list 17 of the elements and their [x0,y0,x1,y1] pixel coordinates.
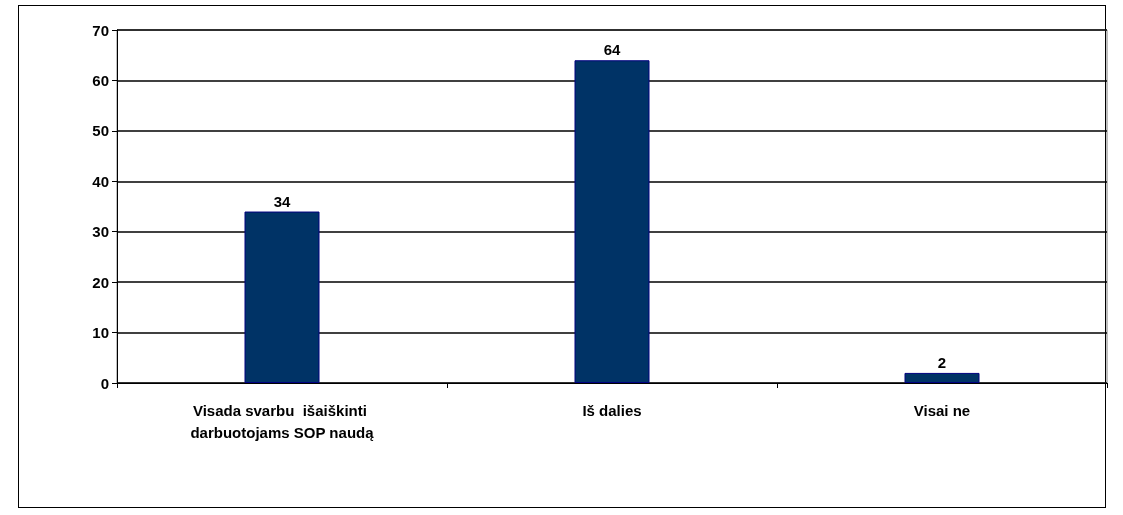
x-tick-label: Iš dalies [582,401,642,419]
data-label: 34 [273,192,291,210]
y-tick-label: 60 [92,71,109,89]
bar [244,211,320,383]
y-tick-label: 30 [92,223,109,241]
y-tick-label: 70 [92,21,109,39]
bar [904,372,980,383]
x-tick-label: Visada svarbu išaiškinti darbuotojams SOP naudą [190,401,375,441]
y-tick-label: 0 [100,374,109,392]
y-tick-label: 40 [92,172,109,190]
bar [574,60,650,383]
data-label: 64 [603,41,621,59]
data-label: 2 [937,353,947,371]
x-tick-label: Visai ne [913,401,971,419]
y-tick-label: 20 [92,273,109,291]
y-tick-label: 10 [92,324,109,342]
y-tick-label: 50 [92,122,109,140]
